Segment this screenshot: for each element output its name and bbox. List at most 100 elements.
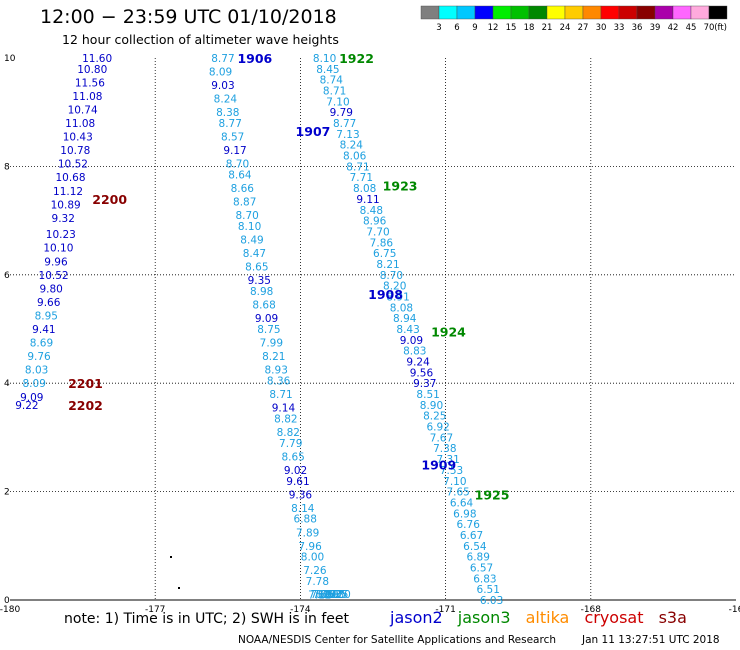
track-label: 1906: [237, 51, 272, 66]
y-tick-label: 4: [4, 379, 10, 389]
legend-jason2: jason2: [390, 608, 443, 627]
data-point-label: 11.08: [65, 118, 95, 130]
colorbar-tick: 6: [454, 23, 459, 33]
y-tick-label: 2: [4, 488, 10, 498]
data-point-label: 7.71: [350, 172, 373, 184]
legend-altika: altika: [525, 608, 570, 627]
colorbar-swatch: [600, 5, 620, 20]
data-point-label: 6.62: [318, 589, 341, 601]
data-point-label: 8.64: [228, 170, 252, 182]
data-point-label: 7.10: [326, 96, 349, 108]
data-point-label: 8.70: [235, 210, 258, 222]
colorbar-swatch: [456, 5, 476, 20]
data-point-label: 8.00: [301, 552, 324, 564]
data-point-label: 10.80: [77, 64, 107, 76]
data-point-label: 8.91: [386, 291, 409, 303]
data-point-label: 7.65: [446, 487, 469, 499]
data-point-label: 9.02: [284, 465, 307, 477]
colorbar-swatch: [654, 5, 674, 20]
legend-s3a: s3a: [658, 608, 687, 627]
colorbar-tick: 39: [650, 23, 661, 33]
colorbar-tick: 45: [686, 23, 697, 33]
data-point-label: 11.12: [53, 186, 83, 198]
satellite-legend: jason2 jason3 altika cryosat s3a: [390, 608, 697, 627]
data-point-label: 8.71: [323, 86, 346, 98]
dot-mark: [170, 556, 172, 558]
data-point-label: 8.93: [265, 365, 288, 377]
track-label: 1922: [339, 51, 374, 66]
data-point-label: 8.71: [269, 389, 292, 401]
y-tick-label: 10: [4, 54, 16, 64]
track-label: 1907: [296, 124, 331, 139]
x-tick-label: -174: [290, 605, 311, 615]
data-point-label: 8.95: [35, 310, 58, 322]
colorbar-tick: 18: [524, 23, 535, 33]
data-point-label: 11.60: [82, 53, 112, 65]
data-point-label: 6.54: [463, 541, 487, 553]
data-point-label: 6.51: [477, 584, 500, 596]
data-point-label: 8.65: [281, 451, 304, 463]
data-point-label: 7.13: [336, 129, 359, 141]
data-point-label: 9.96: [44, 256, 68, 268]
y-tick-label: 0: [4, 596, 10, 606]
colorbar-tick: 3: [436, 23, 441, 33]
data-point-label: 6.75: [373, 248, 396, 260]
data-point-label: 9.80: [39, 283, 62, 295]
data-point-label: 6.30: [327, 589, 350, 601]
data-point-label: 8.75: [257, 324, 280, 336]
data-point-label: 7.78: [306, 576, 329, 588]
colorbar-swatch: [690, 5, 710, 20]
data-point-label: 9.22: [15, 400, 38, 412]
data-point-label: 11.08: [72, 91, 102, 103]
data-point-label: 7.38: [433, 443, 456, 455]
data-point-label: 8.77: [211, 53, 234, 65]
generated-timestamp: Jan 11 13:27:51 UTC 2018: [582, 634, 720, 646]
data-point-label: 6.35: [325, 589, 348, 601]
data-point-label: 8.24: [214, 94, 238, 106]
data-point-label: 8.25: [423, 411, 446, 423]
data-point-label: 6.99: [315, 589, 338, 601]
x-tick-label: -16: [729, 605, 740, 615]
data-point-label: 7.00: [313, 589, 336, 601]
data-point-label: 8.09: [209, 67, 232, 79]
data-point-label: 8.96: [363, 216, 387, 228]
colorbar-swatch: [582, 5, 602, 20]
dot-mark: [178, 587, 180, 589]
colorbar-swatch: [546, 5, 566, 20]
data-point-label: 7.31: [436, 454, 459, 466]
data-point-label: 8.45: [316, 64, 339, 76]
data-point-label: 7.53: [440, 465, 463, 477]
data-point-label: 8.65: [245, 262, 268, 274]
data-point-label: 8.98: [250, 286, 273, 298]
data-point-label: 10.10: [43, 243, 73, 255]
footer-note: note: 1) Time is in UTC; 2) SWH is in fe…: [64, 611, 350, 627]
data-point-label: 9.09: [255, 313, 278, 325]
data-point-label: 6.88: [294, 514, 317, 526]
colorbar-swatch: [528, 5, 548, 20]
data-point-label: 8.06: [343, 151, 367, 163]
data-point-label: 8.71: [346, 161, 369, 173]
data-point-label: 8.14: [291, 503, 315, 515]
data-point-label: 8.77: [333, 118, 356, 130]
colorbar-swatch: [474, 5, 494, 20]
data-point-label: 9.79: [330, 107, 353, 119]
data-point-label: 7.12: [308, 590, 331, 602]
data-point-label: 10.74: [68, 104, 98, 116]
colorbar-tick: 70: [704, 23, 715, 33]
colorbar-tick: 15: [506, 23, 517, 33]
data-point-label: 8.94: [393, 313, 417, 325]
data-point-label: 9.35: [248, 275, 271, 287]
data-point-label: 9.61: [286, 476, 309, 488]
data-point-label: 10.23: [46, 229, 76, 241]
data-point-label: 9.09: [20, 392, 43, 404]
colorbar-swatch: [564, 5, 584, 20]
data-point-label: 9.14: [272, 403, 296, 415]
colorbar-tick: 36: [632, 23, 643, 33]
data-point-label: 8.03: [25, 365, 48, 377]
colorbar-swatch: [618, 5, 638, 20]
track-label: 2201: [68, 376, 103, 391]
y-tick-label: 8: [4, 162, 10, 172]
data-point-label: 7.65: [323, 589, 346, 601]
x-tick-label: -180: [0, 605, 20, 615]
